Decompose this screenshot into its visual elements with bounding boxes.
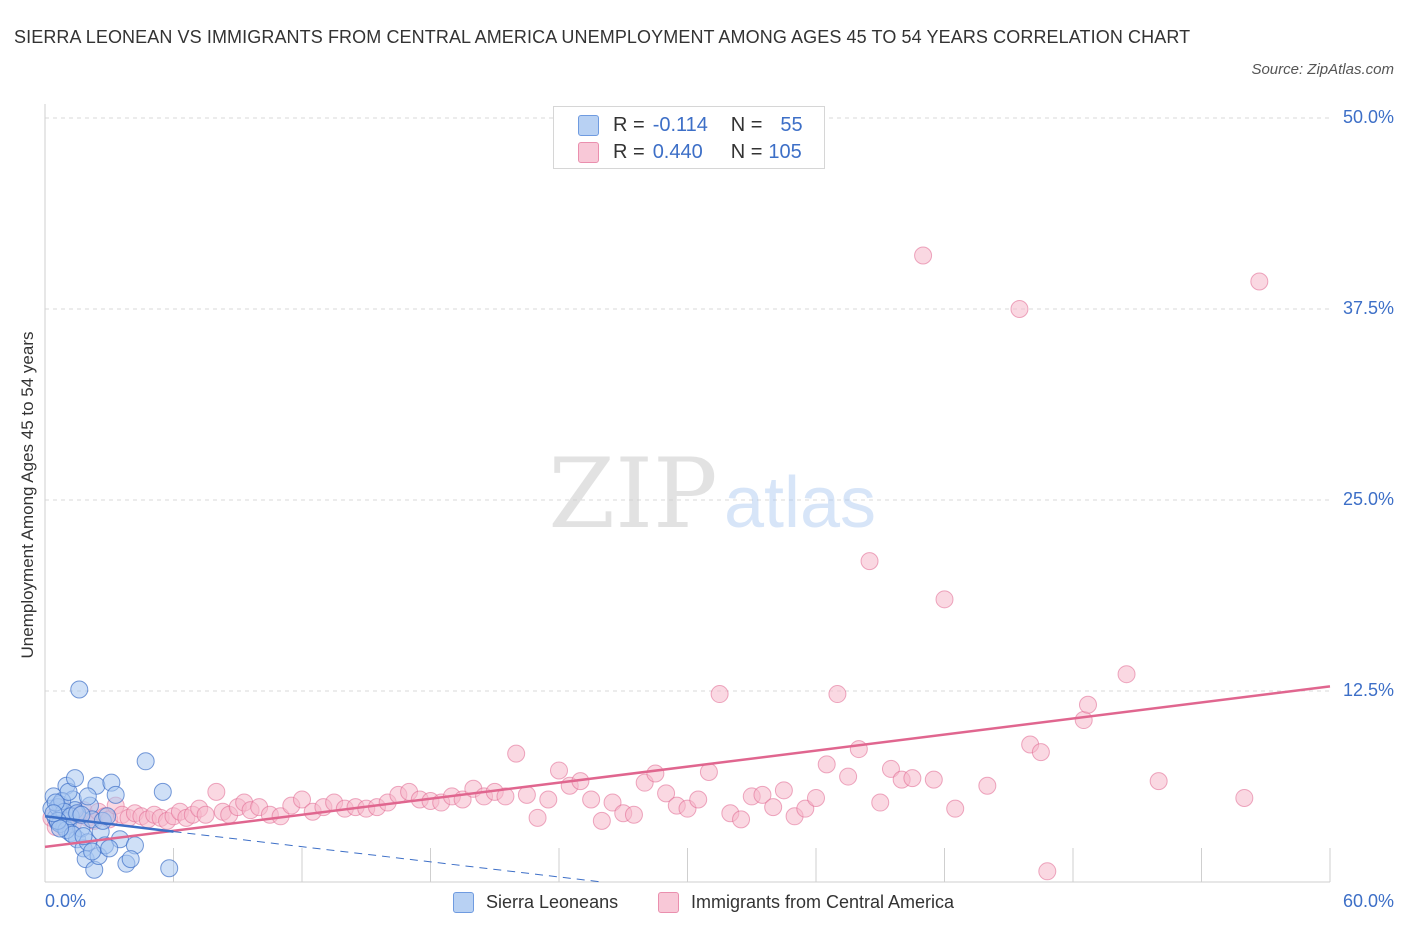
legend-row-central-america: R = 0.440 N = 105 [578, 140, 802, 164]
data-point-central-america [528, 808, 547, 827]
legend-n-value: 105 [768, 140, 802, 163]
data-point-central-america [1235, 788, 1254, 807]
data-point-central-america [774, 781, 793, 800]
data-point-central-america [657, 784, 676, 803]
data-point-sierra-leonean [153, 782, 172, 801]
watermark: ZIP atlas [548, 438, 876, 550]
x-tick-label-max: 60.0% [1342, 891, 1394, 911]
data-point-central-america [924, 770, 943, 789]
legend-n-value: 55 [780, 113, 803, 136]
data-point-central-america [1031, 743, 1050, 762]
data-point-sierra-leonean [136, 752, 155, 771]
data-point-sierra-leonean [50, 819, 69, 838]
data-point-central-america [207, 782, 226, 801]
trend-lines [44, 685, 1331, 883]
trend-line-central-america [44, 685, 1331, 849]
central-america-points [42, 246, 1269, 881]
data-point-central-america [550, 761, 568, 780]
data-point-central-america [1117, 665, 1136, 684]
data-point-central-america [914, 246, 933, 265]
legend-r-value: -0.114 [652, 113, 708, 136]
data-point-central-america [1038, 862, 1057, 881]
data-point-central-america [592, 811, 611, 830]
data-point-central-america [903, 769, 922, 788]
data-point-central-america [1149, 772, 1168, 791]
sierra-leonean-points [42, 680, 179, 879]
data-point-central-america [517, 785, 536, 804]
bottom-legend-label: Immigrants from Central America [691, 891, 955, 912]
data-point-sierra-leonean [100, 839, 119, 858]
data-point-central-america [1074, 711, 1093, 730]
data-point-central-america [624, 805, 643, 824]
data-point-central-america [860, 552, 879, 571]
trend-line-sierra-leonean [44, 815, 174, 833]
source-credit: Source: ZipAtlas.com [1251, 61, 1394, 78]
legend-row-sierra-leoneans: R = -0.114 N = 55 [578, 113, 803, 137]
legend-r-label: R = [613, 113, 645, 136]
data-point-central-america [196, 805, 215, 824]
legend-r-label: R = [613, 140, 645, 163]
y-tick-label: 50.0% [1342, 107, 1394, 127]
data-point-central-america [753, 785, 772, 804]
data-point-central-america [496, 787, 515, 806]
data-point-central-america [796, 799, 815, 818]
data-point-central-america [935, 590, 954, 609]
data-point-sierra-leonean [160, 859, 179, 878]
y-tick-label: 25.0% [1342, 489, 1394, 509]
bottom-legend-sierra-leoneans: Sierra Leoneans [453, 889, 618, 915]
data-point-central-america [539, 790, 558, 809]
data-point-central-america [1250, 272, 1269, 291]
data-point-central-america [507, 744, 526, 763]
y-tick-label: 12.5% [1342, 680, 1394, 700]
data-point-central-america [699, 762, 718, 781]
watermark-atlas: atlas [724, 463, 876, 543]
correlation-legend: R = -0.114 N = 55 R = 0.440 N = 105 [553, 106, 825, 169]
bottom-legend-swatch-blue [453, 891, 474, 913]
data-point-central-america [839, 767, 858, 786]
gridlines [45, 117, 1330, 692]
data-point-sierra-leonean [121, 850, 140, 869]
data-point-central-america [1010, 300, 1029, 318]
data-point-central-america [828, 685, 847, 704]
data-point-central-america [1078, 695, 1097, 714]
data-point-central-america [582, 790, 601, 809]
data-point-sierra-leonean [106, 785, 125, 804]
data-point-central-america [807, 788, 825, 807]
data-point-central-america [817, 755, 836, 774]
data-point-central-america [293, 790, 311, 809]
data-point-central-america [978, 776, 997, 795]
y-tick-label: 37.5% [1342, 298, 1394, 318]
bottom-legend-label: Sierra Leoneans [486, 891, 619, 912]
data-point-sierra-leonean [78, 787, 97, 806]
data-point-central-america [603, 793, 622, 812]
trend-line-sierra-leonean-dashed [173, 831, 602, 883]
legend-n-label: N = [730, 140, 763, 163]
bottom-legend-swatch-pink [658, 891, 679, 913]
data-point-sierra-leonean [65, 769, 84, 788]
bottom-legend-central-america: Immigrants from Central America [658, 889, 954, 915]
x-tick-label-min: 0.0% [45, 891, 87, 911]
chart-title: SIERRA LEONEAN VS IMMIGRANTS FROM CENTRA… [14, 27, 1191, 47]
data-point-central-america [764, 798, 783, 817]
data-point-sierra-leonean [70, 680, 89, 699]
legend-n-label: N = [730, 113, 763, 136]
axes [44, 104, 1331, 883]
data-point-central-america [689, 790, 708, 809]
watermark-zip: ZIP [548, 438, 717, 550]
legend-r-value: 0.440 [652, 140, 703, 163]
data-point-central-america [732, 810, 751, 829]
data-point-sierra-leonean [83, 842, 102, 861]
data-point-central-america [871, 793, 890, 812]
data-point-central-america [881, 759, 900, 778]
data-point-central-america [849, 740, 868, 759]
legend-swatch-pink [578, 141, 599, 163]
data-point-central-america [710, 685, 729, 704]
data-point-central-america [946, 799, 965, 818]
data-point-central-america [646, 764, 665, 783]
legend-swatch-blue [578, 114, 599, 136]
